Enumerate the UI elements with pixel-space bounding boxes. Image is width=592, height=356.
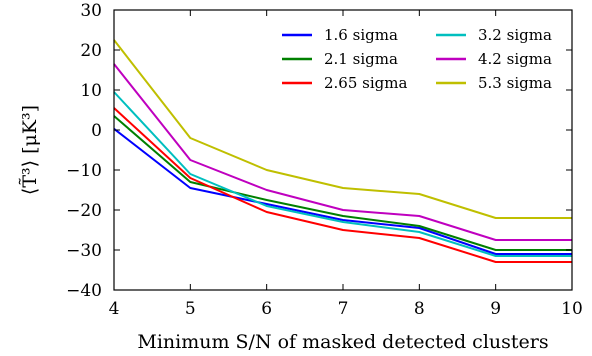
y-tick-label: 0 xyxy=(91,121,102,141)
y-tick-label: 30 xyxy=(80,1,102,21)
series-line-0 xyxy=(113,128,572,255)
legend-label: 5.3 sigma xyxy=(478,74,552,92)
x-tick-label: 8 xyxy=(414,299,425,319)
series-line-3 xyxy=(113,91,572,257)
y-tick-label: −30 xyxy=(66,241,102,261)
series-lines xyxy=(113,39,572,263)
y-tick-label: −20 xyxy=(66,201,102,221)
legend-label: 1.6 sigma xyxy=(324,26,398,44)
legend-label: 2.65 sigma xyxy=(324,74,407,92)
x-axis-label: Minimum S/N of masked detected clusters xyxy=(137,331,548,353)
y-tick-label: 20 xyxy=(80,41,102,61)
x-tick-label: 6 xyxy=(261,299,272,319)
series-line-1 xyxy=(113,115,572,251)
series-line-2 xyxy=(113,107,572,263)
series-line-5 xyxy=(113,39,572,219)
legend: 1.6 sigma 2.1 sigma 2.65 sigma 3.2 sigma 4.2… xyxy=(282,26,552,92)
legend-label: 2.1 sigma xyxy=(324,50,398,68)
x-tick-label: 7 xyxy=(338,299,349,319)
axis-ticks: 4 5 6 7 8 9 10 30 20 10 0 −10 −20 −30 −40 xyxy=(66,1,583,319)
x-tick-label: 9 xyxy=(490,299,501,319)
legend-label: 3.2 sigma xyxy=(478,26,552,44)
x-tick-label: 10 xyxy=(561,299,583,319)
legend-label: 4.2 sigma xyxy=(478,50,552,68)
y-tick-label: 10 xyxy=(80,81,102,101)
y-tick-label: −40 xyxy=(66,281,102,301)
y-axis-label: ⟨T̃³⟩ [μK³] xyxy=(19,105,41,195)
y-tick-label: −10 xyxy=(66,161,102,181)
x-tick-label: 5 xyxy=(185,299,196,319)
x-tick-label: 4 xyxy=(109,299,120,319)
series-line-4 xyxy=(113,63,572,241)
